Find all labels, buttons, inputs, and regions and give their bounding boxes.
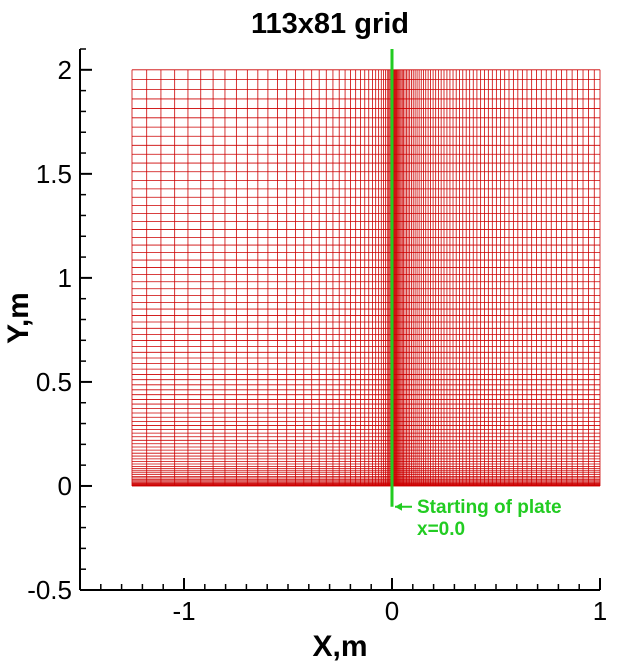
annotation-arrow-head xyxy=(395,502,402,511)
x-tick-label: 0 xyxy=(385,596,399,626)
y-axis-label: Y,m xyxy=(2,292,35,344)
y-tick-label: 1.5 xyxy=(36,159,72,189)
chart-title: 113x81 grid xyxy=(251,8,409,40)
y-tick-label: -0.5 xyxy=(27,575,72,605)
y-tick-label: 0 xyxy=(58,471,72,501)
y-tick-label: 2 xyxy=(58,55,72,85)
axes: -1 0 1 -0.5 0 0.5 1 1.5 2 xyxy=(27,48,607,626)
x-tick-label: -1 xyxy=(172,596,195,626)
annotation-text: Starting of plate xyxy=(417,497,562,518)
x-tick-label: 1 xyxy=(593,596,607,626)
y-tick-label: 0.5 xyxy=(36,367,72,397)
y-tick-label: 1 xyxy=(58,263,72,293)
mesh-grid xyxy=(131,69,601,487)
x-axis-label: X,m xyxy=(312,630,367,663)
annotation-text: x=0.0 xyxy=(417,519,465,540)
